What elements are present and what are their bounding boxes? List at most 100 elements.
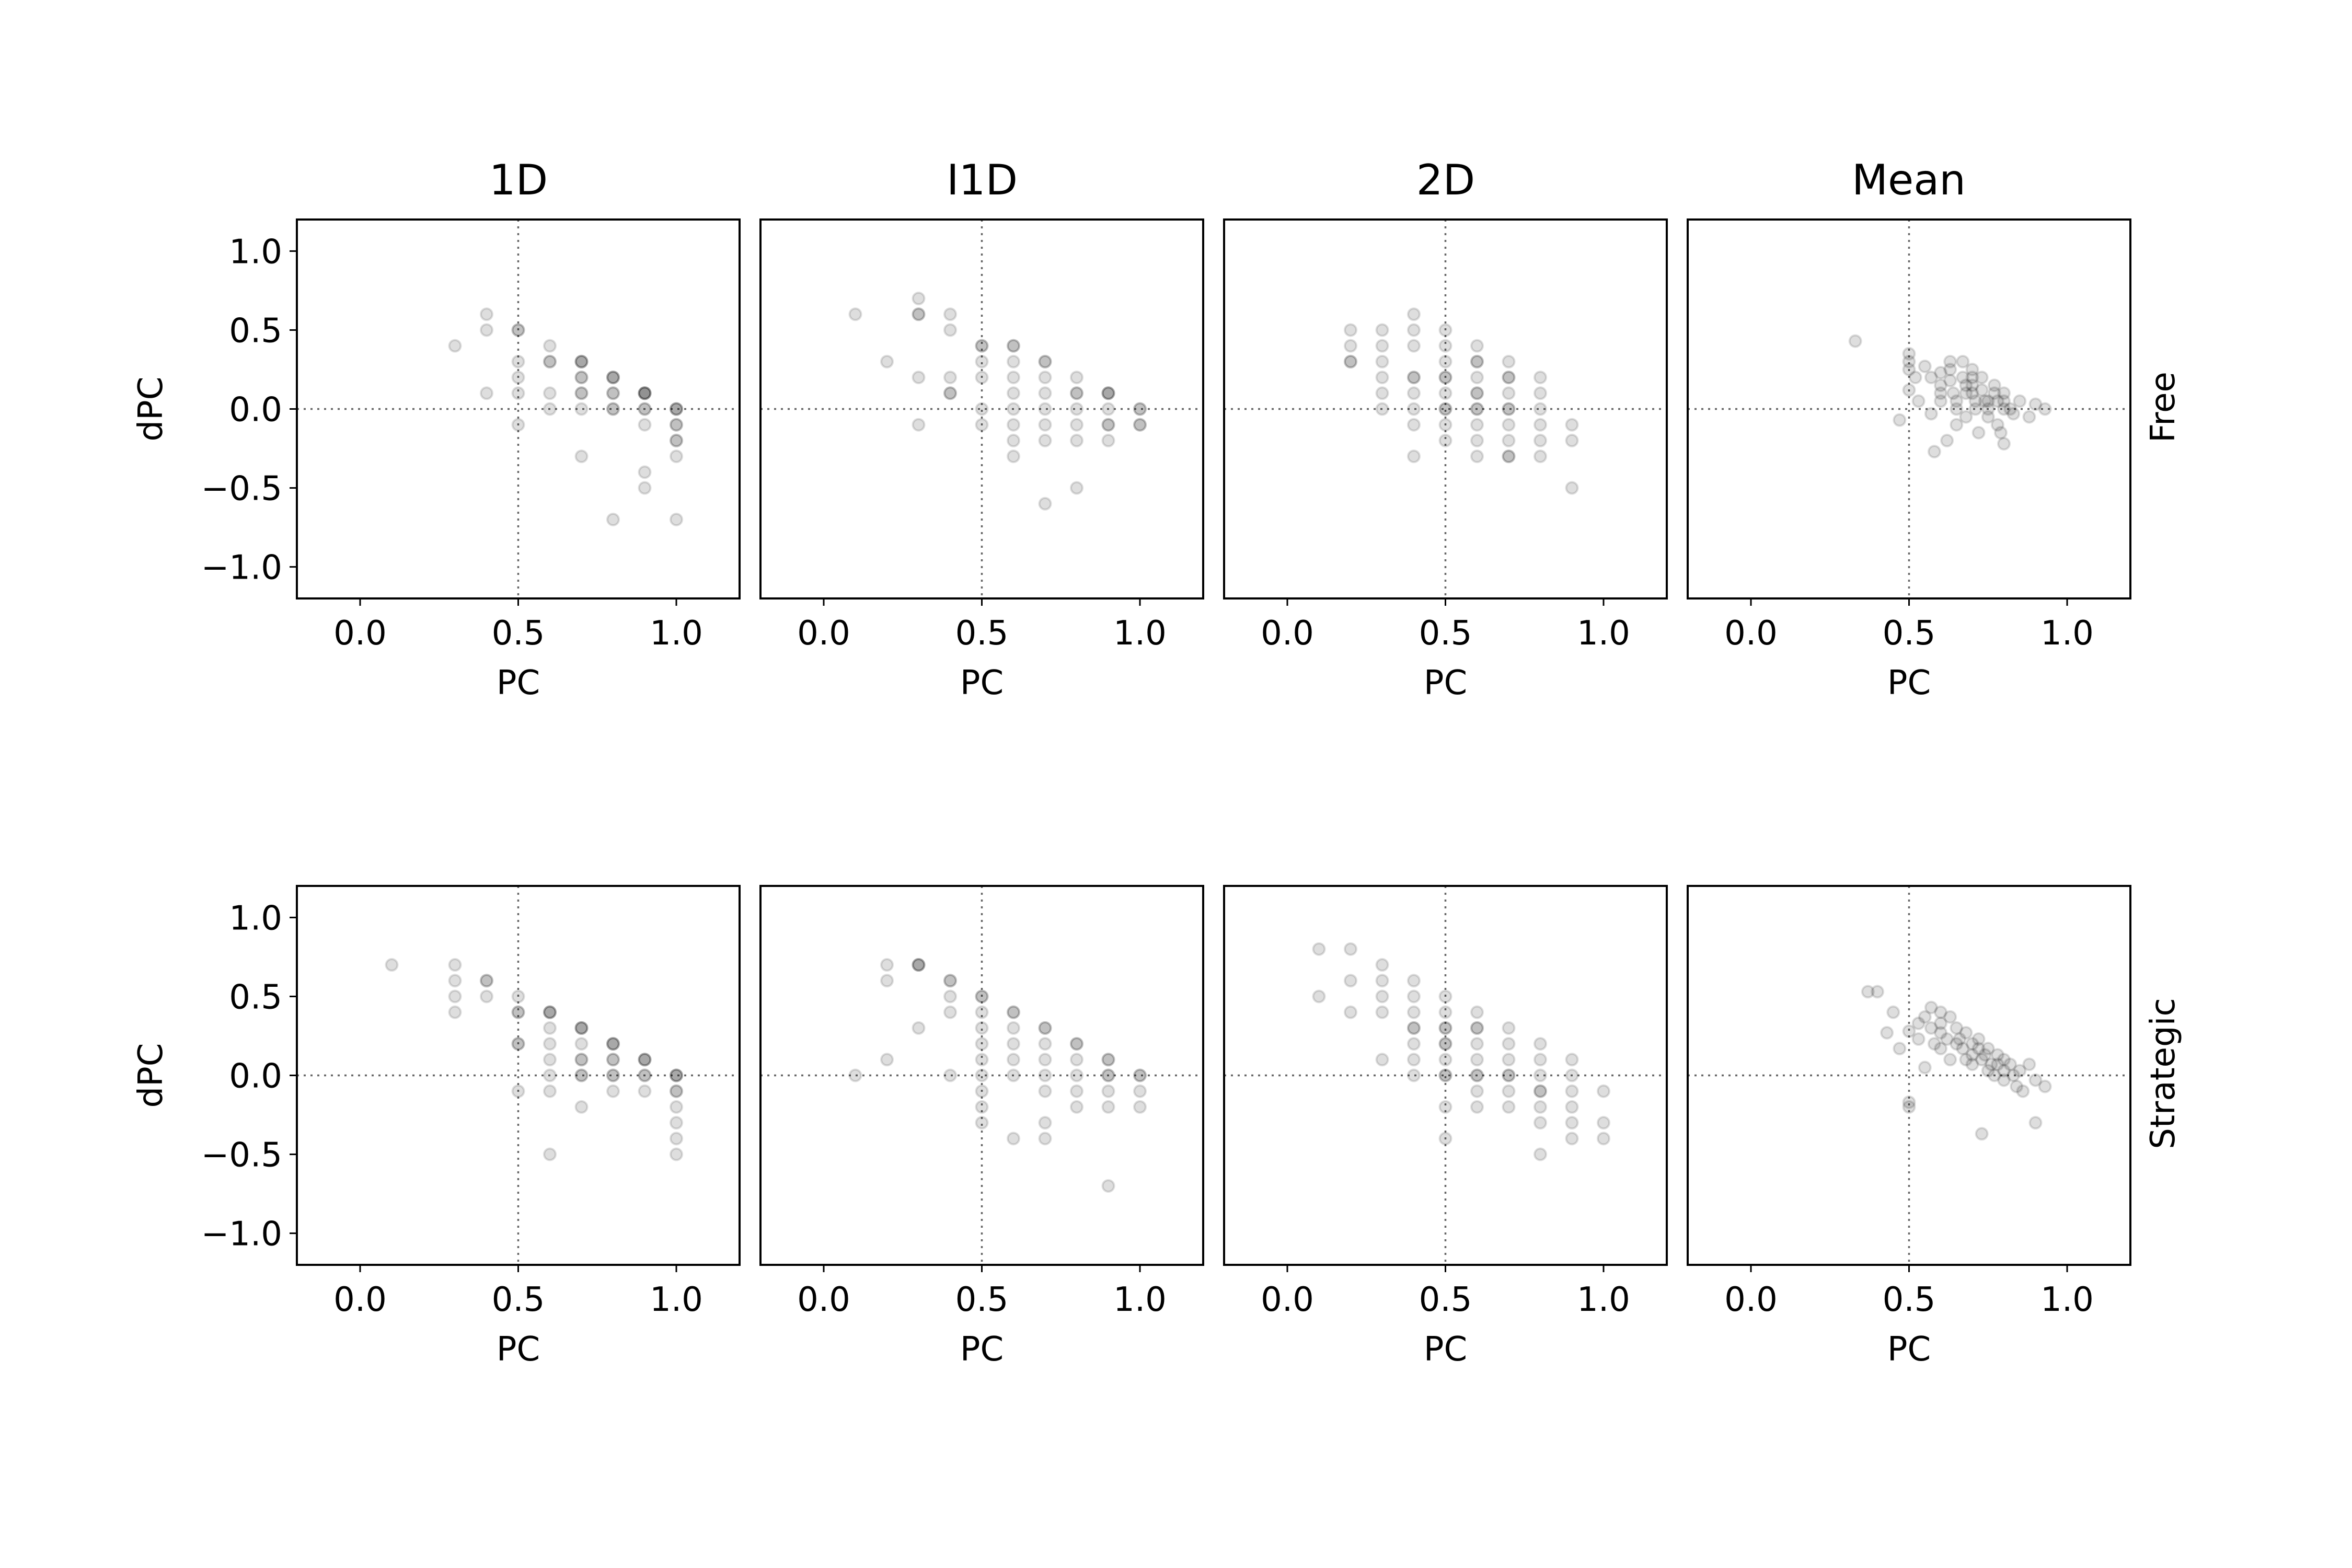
data-point (1438, 1037, 1452, 1051)
data-point (1534, 1068, 1547, 1082)
data-point (1344, 942, 1357, 956)
data-point (670, 402, 683, 416)
data-point (1943, 354, 1957, 368)
data-point (1007, 339, 1020, 353)
data-point (670, 1084, 683, 1098)
data-point (1965, 371, 1979, 385)
data-point (1924, 1021, 1938, 1035)
data-point (448, 974, 462, 988)
data-point (1975, 383, 1989, 397)
data-point (574, 1068, 589, 1082)
data-point (511, 386, 525, 400)
data-point (1375, 958, 1389, 972)
x-axis-label: PC (960, 1330, 1004, 1369)
data-point (1375, 371, 1389, 385)
panel-strategic-2d: 0.0 0.5 1.0 PC (1223, 885, 1668, 1369)
data-point (1893, 413, 1907, 427)
data-point (543, 1021, 557, 1035)
y-tick-label: 1.0 (229, 899, 282, 938)
data-point (448, 339, 462, 353)
data-point (1375, 974, 1389, 988)
data-point (1934, 1016, 1947, 1030)
data-point (1997, 402, 2011, 416)
data-point (1101, 1053, 1115, 1067)
data-point (1133, 418, 1147, 432)
data-point (670, 402, 683, 416)
data-point (1534, 418, 1547, 432)
data-point (606, 1037, 620, 1051)
data-point (1438, 339, 1452, 353)
data-point (1997, 1073, 2011, 1087)
data-point (543, 1053, 557, 1067)
data-point (511, 323, 525, 337)
data-point (1565, 1100, 1579, 1114)
data-point (1502, 1084, 1516, 1098)
data-point (1007, 433, 1020, 447)
data-point (1981, 394, 1995, 408)
data-point (1880, 1025, 1894, 1040)
data-point (880, 354, 894, 368)
data-point (1987, 378, 2001, 393)
x-tick-label: 0.0 (797, 1281, 850, 1319)
data-point (670, 1147, 683, 1161)
data-point (1470, 1100, 1484, 1114)
data-point (1407, 1068, 1421, 1082)
data-point (1934, 1042, 1947, 1056)
data-point (975, 402, 989, 416)
data-point (1375, 1053, 1389, 1067)
data-point (1101, 1179, 1115, 1193)
data-point (1990, 394, 2004, 408)
data-point (1038, 1021, 1052, 1035)
data-point (1927, 1037, 1941, 1051)
data-point (1407, 339, 1421, 353)
data-point (1981, 402, 1995, 416)
y-axis-label: dPC (132, 377, 170, 442)
data-point (1959, 386, 1973, 400)
data-point (1070, 402, 1083, 416)
data-point (638, 418, 652, 432)
data-point (1007, 371, 1020, 385)
data-point (2038, 402, 2052, 416)
data-point (1070, 386, 1083, 400)
data-point (1965, 362, 1979, 376)
x-tick-label: 0.5 (492, 614, 545, 653)
data-point (1990, 1057, 2004, 1071)
data-point (1565, 433, 1579, 447)
data-point (1981, 410, 1995, 424)
x-tick-label: 0.5 (1883, 614, 1936, 653)
data-point (1470, 386, 1484, 400)
data-point (975, 1084, 989, 1098)
data-point (1971, 425, 1986, 440)
data-point (1438, 371, 1452, 385)
data-point (1070, 1084, 1083, 1098)
data-point (975, 339, 989, 353)
data-point (1950, 418, 1964, 432)
data-point (1070, 386, 1083, 400)
data-point (1070, 1053, 1083, 1067)
data-point (975, 1116, 989, 1130)
y-tick-label: −1.0 (201, 1215, 282, 1254)
data-point (1978, 1048, 1992, 1062)
y-tick-label: −0.5 (201, 470, 282, 509)
data-point (975, 339, 989, 353)
data-point (670, 1132, 683, 1146)
data-point (1934, 394, 1947, 408)
data-point (943, 974, 957, 988)
data-point (1502, 1053, 1516, 1067)
data-point (1038, 1116, 1052, 1130)
data-point (670, 418, 683, 432)
x-tick-label: 1.0 (2040, 1281, 2094, 1319)
panel-free-mean: 0.0 0.5 1.0 PC (1687, 218, 2131, 702)
data-point (1470, 386, 1484, 400)
data-point (1038, 1132, 1052, 1146)
data-point (912, 1021, 926, 1035)
data-point (1924, 407, 1938, 421)
data-point (1946, 386, 1961, 400)
data-point (1038, 386, 1052, 400)
data-point (1470, 1021, 1484, 1035)
data-point (1133, 402, 1147, 416)
x-tick-label: 1.0 (1113, 614, 1167, 653)
data-point (912, 371, 926, 385)
data-point (1375, 339, 1389, 353)
data-point (1007, 354, 1020, 368)
